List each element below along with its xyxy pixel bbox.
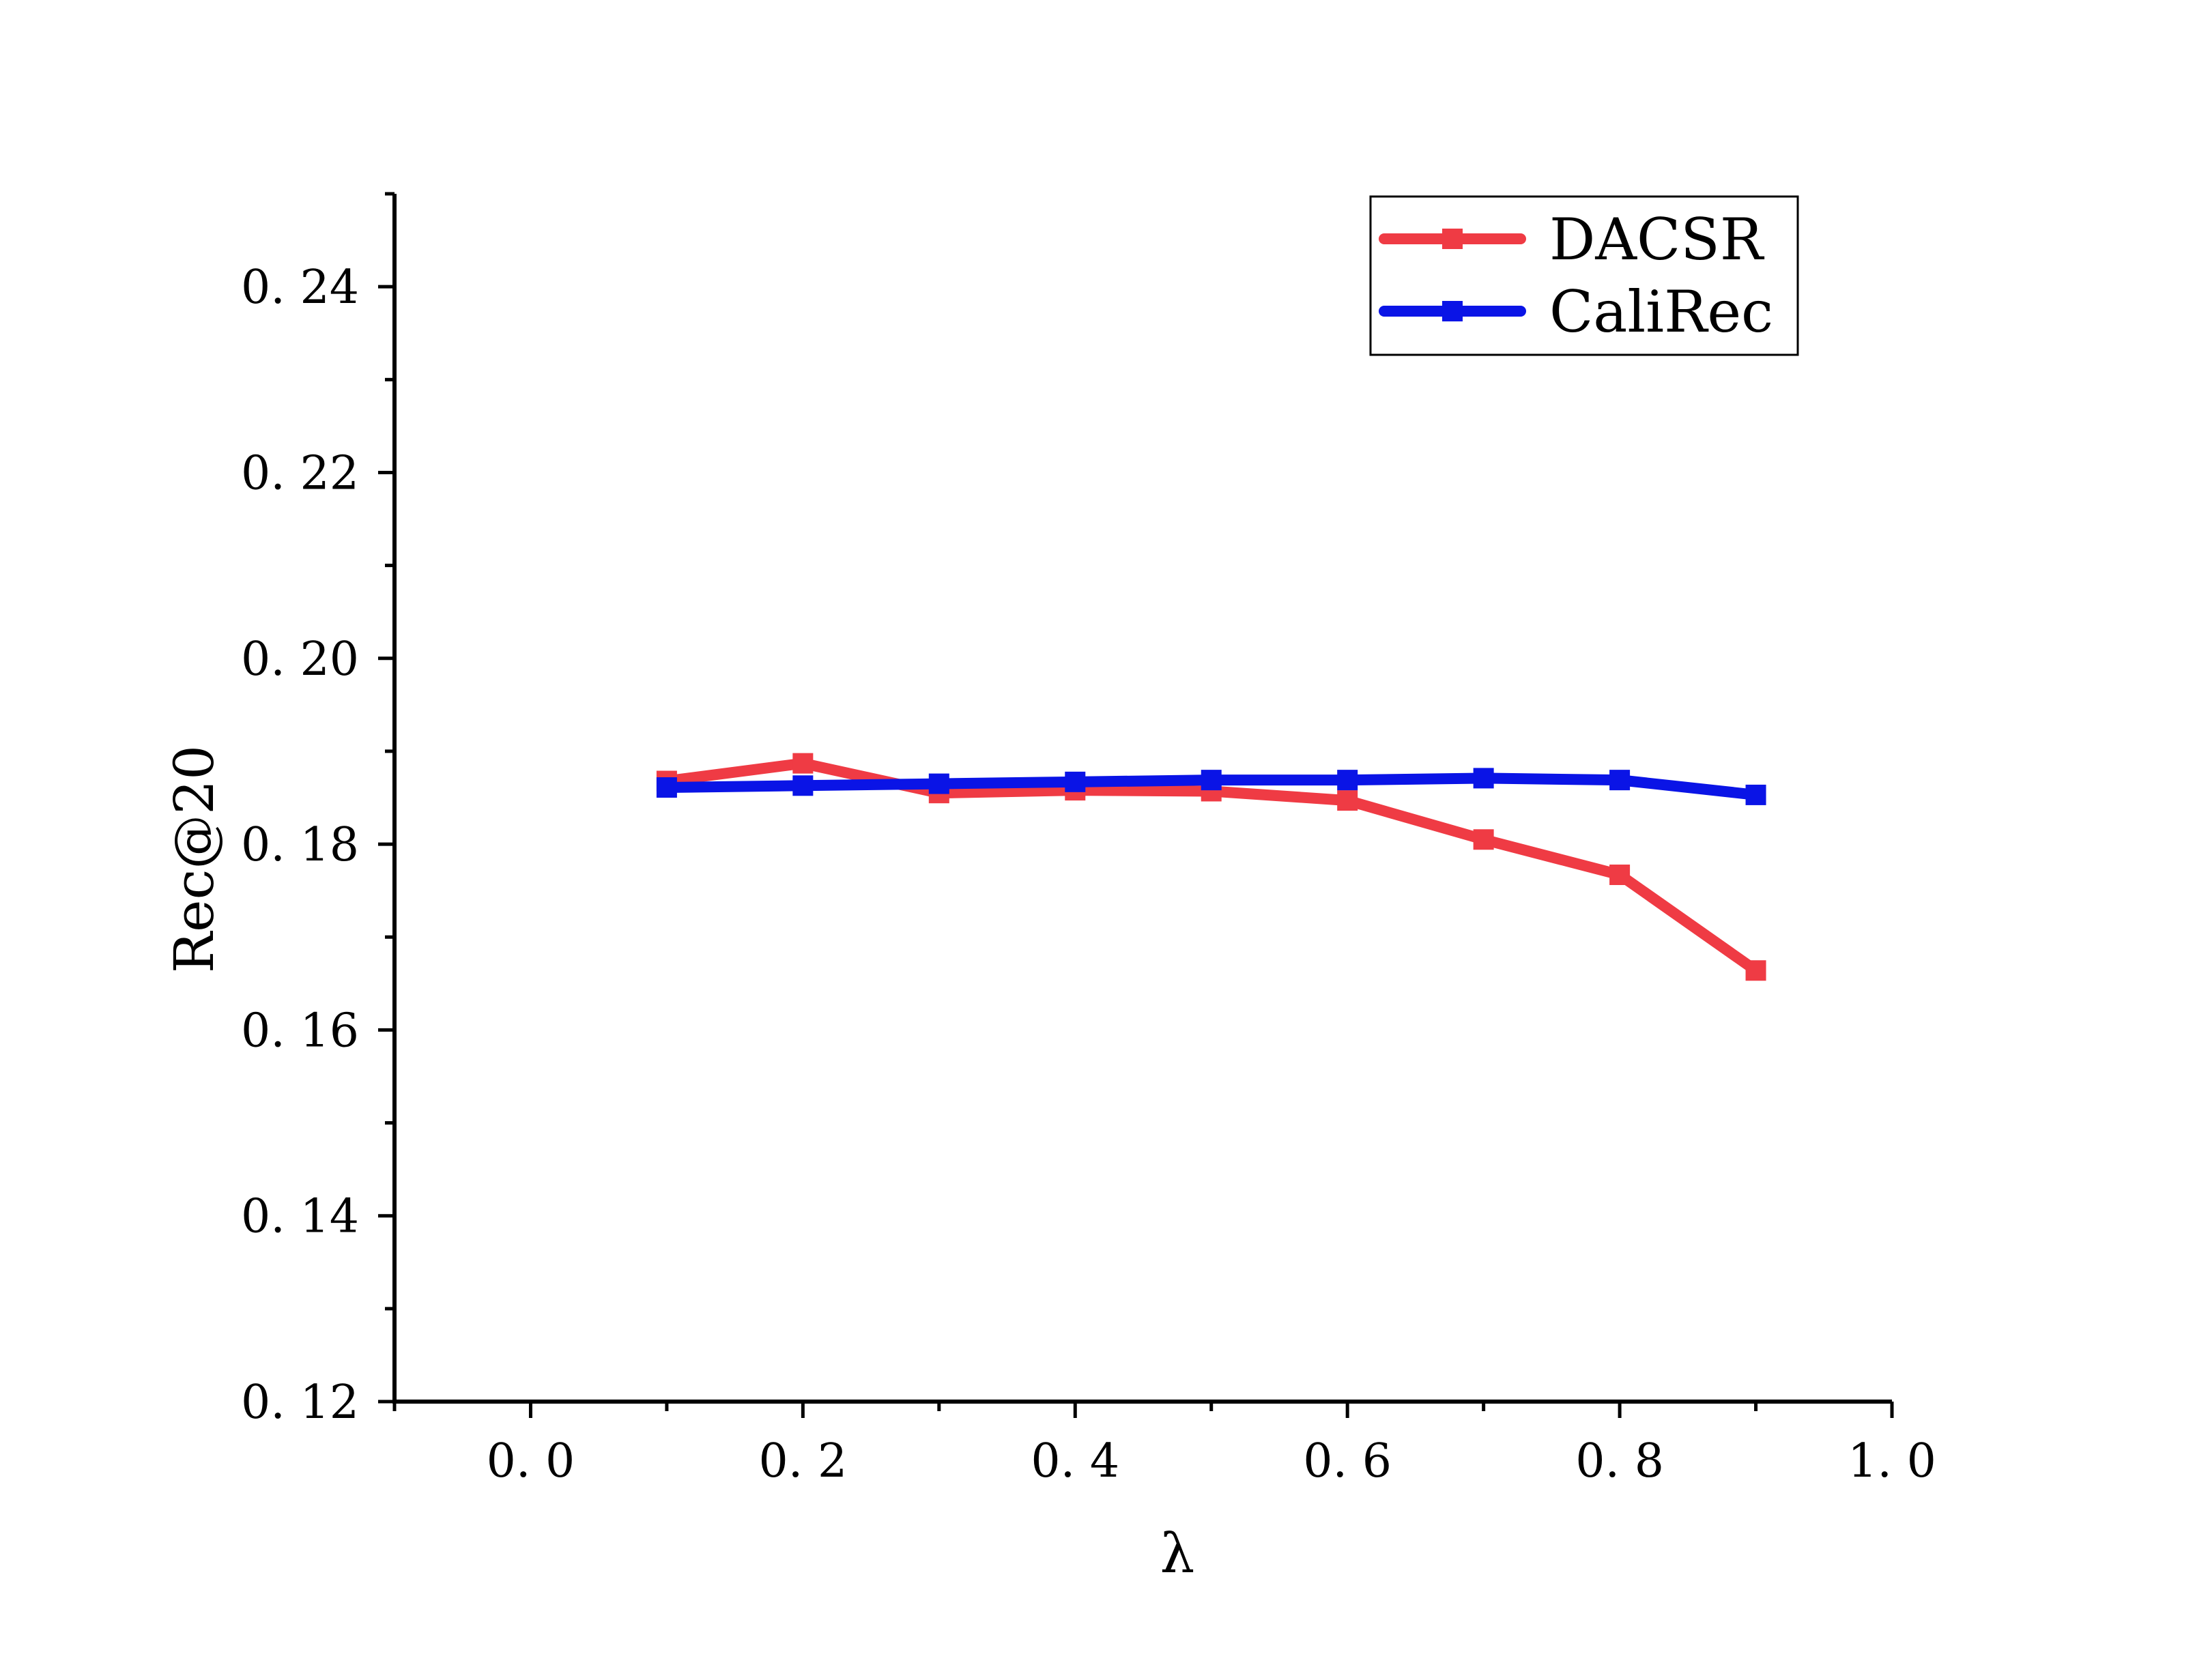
data-point-dacsr [1745, 960, 1766, 981]
legend-item-dacsr: DACSR [1379, 206, 1765, 273]
data-point-calirec [1609, 770, 1631, 791]
data-point-calirec [928, 773, 949, 794]
legend-item-calirec: CaliRec [1379, 278, 1773, 345]
x-tick-label: 0. 4 [1031, 1434, 1119, 1488]
y-tick-label: 0. 14 [241, 1190, 359, 1244]
data-point-calirec [1473, 768, 1494, 789]
legend-swatch-marker [1442, 301, 1463, 321]
data-point-dacsr [792, 753, 814, 774]
plot-axes: 0. 12 0. 14 0. 16 0. 18 0. 20 0. 22 0. 24 0. 0… [241, 192, 1936, 1488]
y-ticks: 0. 12 0. 14 0. 16 0. 18 0. 20 0. 22 0. 24 [241, 192, 394, 1430]
x-axis-label: λ [1160, 1522, 1195, 1585]
series-calirec [656, 768, 1766, 805]
y-tick-label: 0. 12 [241, 1376, 359, 1430]
x-tick-label: 0. 2 [758, 1434, 847, 1488]
y-axis-label: Rec@20 [162, 745, 226, 973]
data-point-calirec [1065, 771, 1086, 792]
y-tick-label: 0. 16 [241, 1004, 359, 1058]
y-tick-label: 0. 20 [241, 633, 359, 686]
y-tick-label: 0. 22 [241, 446, 359, 500]
y-tick-label: 0. 18 [241, 818, 359, 872]
series-layer [656, 753, 1766, 981]
x-ticks: 0. 0 0. 2 0. 4 0. 6 0. 8 1. 0 [392, 1402, 1936, 1488]
data-point-calirec [656, 777, 677, 798]
data-point-dacsr [1609, 865, 1631, 886]
legend-label: CaliRec [1549, 278, 1773, 345]
legend-swatch-marker [1442, 229, 1463, 249]
x-tick-label: 0. 8 [1575, 1434, 1664, 1488]
y-tick-label: 0. 24 [241, 261, 359, 315]
x-tick-label: 0. 6 [1303, 1434, 1392, 1488]
legend-label: DACSR [1549, 206, 1765, 273]
legend-box [1369, 195, 1799, 356]
data-point-calirec [792, 775, 814, 796]
data-point-calirec [1337, 770, 1358, 791]
data-point-dacsr [1473, 829, 1494, 850]
data-point-calirec [1201, 770, 1222, 791]
data-point-dacsr [1337, 790, 1358, 811]
x-tick-label: 0. 0 [487, 1434, 575, 1488]
data-point-calirec [1745, 784, 1766, 805]
x-tick-label: 1. 0 [1848, 1434, 1936, 1488]
